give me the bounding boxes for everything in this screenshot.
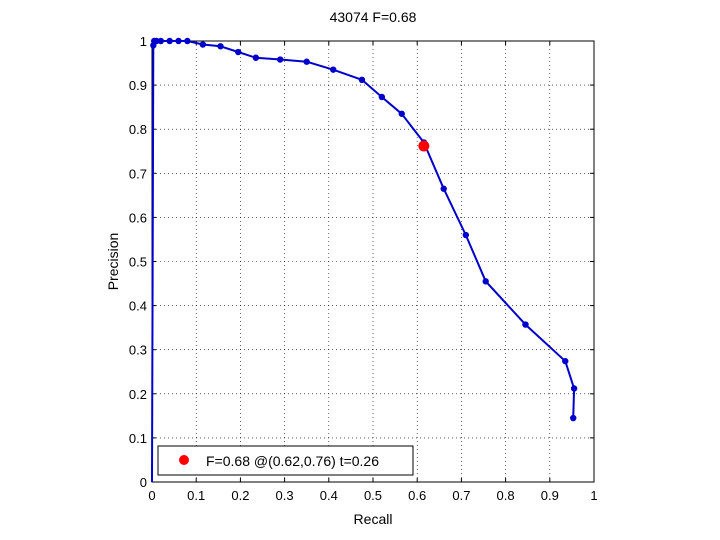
data-point: [482, 278, 489, 285]
y-tick-label: 0: [140, 475, 147, 490]
highlight-layer: [418, 140, 430, 152]
data-point: [234, 48, 242, 56]
y-tick-label: 0.1: [129, 431, 147, 446]
y-tick-label: 0.5: [129, 255, 147, 270]
y-tick-label: 0.6: [129, 210, 147, 225]
data-point: [462, 231, 470, 239]
data-point: [398, 110, 405, 117]
y-tick-label: 0.8: [129, 122, 147, 137]
data-point: [276, 56, 284, 63]
series-layer: [150, 37, 578, 483]
data-point: [522, 321, 529, 328]
y-tick-label: 0.7: [129, 166, 147, 181]
legend-marker: [179, 455, 189, 465]
data-point: [153, 37, 160, 45]
y-tick-label: 0.3: [129, 343, 147, 358]
data-point: [252, 54, 260, 61]
x-axis-title: Recall: [354, 511, 393, 527]
series-line: [151, 40, 576, 483]
x-tick-label: 0.7: [452, 488, 470, 503]
data-point: [378, 93, 386, 101]
data-point: [303, 58, 310, 65]
y-tick-label: 0.2: [129, 387, 147, 402]
best-f-marker: [418, 140, 430, 152]
x-tick-label: 0.6: [408, 488, 426, 503]
data-point: [570, 414, 577, 422]
data-point: [562, 357, 569, 365]
legend: F=0.68 @(0.62,0.76) t=0.26: [157, 445, 414, 476]
data-point: [184, 37, 191, 45]
y-tick-label: 0.4: [129, 299, 147, 314]
y-tick-label: 1: [140, 34, 147, 49]
x-tick-label: 0.4: [320, 488, 338, 503]
x-tick-label: 0.1: [187, 488, 205, 503]
y-tick-label: 0.9: [129, 78, 147, 93]
data-point: [199, 41, 207, 48]
axis-ticks: 0 0.1 0.2 0.3 0.4 0.5 0.6 0.7 0.8 0.9 1 0 0.1 0.2 0.3 0…: [129, 34, 598, 503]
x-tick-label: 1: [590, 488, 597, 503]
x-tick-label: 0.9: [541, 488, 559, 503]
legend-label: F=0.68 @(0.62,0.76) t=0.26: [206, 453, 379, 469]
data-point: [358, 76, 366, 84]
data-point: [570, 385, 578, 392]
data-point: [175, 37, 182, 45]
x-tick-label: 0: [148, 488, 155, 503]
data-point: [440, 185, 447, 192]
x-tick-label: 0.2: [231, 488, 249, 503]
chart-title: 43074 F=0.68: [330, 9, 417, 25]
data-point: [217, 43, 224, 50]
y-axis-title: Precision: [105, 233, 121, 291]
data-point: [166, 37, 173, 45]
grid-lines: [152, 41, 594, 482]
x-tick-label: 0.8: [497, 488, 515, 503]
x-tick-label: 0.3: [276, 488, 294, 503]
x-tick-label: 0.5: [364, 488, 382, 503]
data-point: [157, 37, 165, 45]
data-point: [330, 66, 337, 73]
legend-box: [157, 445, 414, 476]
